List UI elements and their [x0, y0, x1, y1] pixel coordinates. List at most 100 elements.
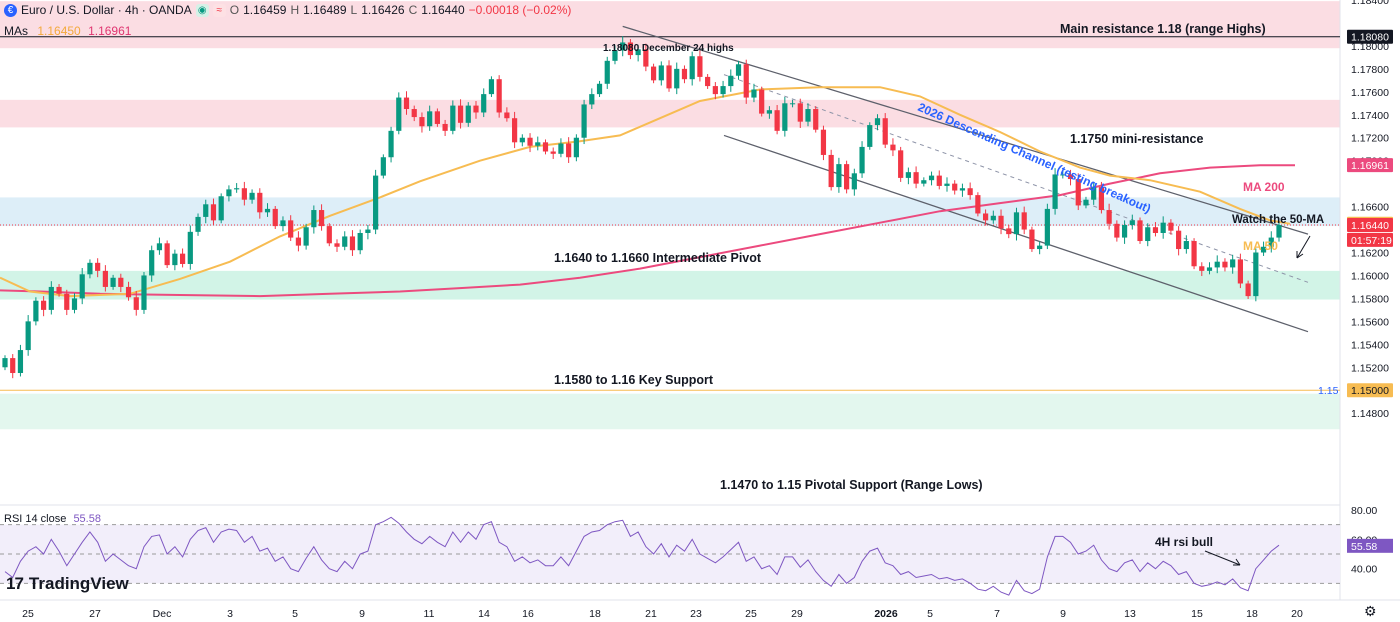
time-tick-label: 15: [1191, 608, 1203, 620]
rsi-tick-label: 40.00: [1351, 564, 1377, 576]
candle-body: [681, 68, 688, 80]
candle-body: [249, 192, 255, 200]
candle-body: [1253, 252, 1259, 297]
candle-body: [851, 173, 857, 190]
candle-body: [442, 123, 448, 131]
candle-body: [118, 277, 124, 287]
ma200-line: [0, 164, 1295, 298]
time-tick-label: 2026: [874, 608, 898, 620]
candle-body: [890, 144, 896, 151]
candle-body: [48, 286, 54, 310]
candle-body: [102, 270, 108, 287]
candle-body: [1083, 199, 1089, 206]
price-badge: 1.15000: [1351, 385, 1389, 397]
ma-legend[interactable]: MAs 1.16450 1.16961: [4, 24, 131, 38]
candle-body: [581, 104, 587, 138]
candle-body: [288, 220, 294, 238]
candle-body: [913, 172, 919, 184]
time-tick-label: 16: [522, 608, 534, 620]
zone-label: 1.1640 to 1.1660 Intermediate Pivot: [554, 251, 762, 265]
candle-body: [179, 253, 186, 264]
symbol-title[interactable]: Euro / U.S. Dollar · 4h · OANDA: [21, 3, 192, 17]
alert-badge-icon[interactable]: ≈: [212, 3, 226, 17]
price-tick-label: 1.15600: [1351, 316, 1389, 328]
candle-body: [550, 151, 556, 154]
candle-body: [898, 150, 904, 178]
eye-badge-icon[interactable]: ◉: [195, 3, 209, 17]
candle-body: [210, 204, 217, 221]
candle-body: [813, 109, 819, 130]
time-tick-label: 29: [791, 608, 803, 620]
rsi-bull-arrow: [1204, 550, 1241, 566]
candle-body: [257, 192, 263, 213]
time-tick-label: 25: [22, 608, 34, 620]
rsi-line: [4, 516, 1280, 596]
candle-body: [488, 79, 495, 95]
time-tick-label: 5: [927, 608, 933, 620]
candle-body: [187, 231, 193, 264]
candle-body: [1245, 283, 1251, 297]
candle-body: [365, 229, 371, 233]
candle-body: [411, 109, 417, 118]
candle-body: [620, 42, 626, 51]
candle-body: [1121, 224, 1128, 238]
candle-body: [195, 216, 201, 232]
candle-body: [959, 188, 966, 191]
candle-body: [928, 175, 935, 181]
candle-body: [844, 164, 850, 190]
candle-body: [782, 103, 788, 131]
time-tick-label: 9: [1060, 608, 1066, 620]
price-badge-bg: [1347, 383, 1393, 398]
candle-body: [272, 208, 278, 227]
rsi-band: [0, 524, 1340, 584]
candle-body: [1168, 222, 1174, 231]
candle-body: [1067, 174, 1074, 180]
candle-body: [743, 64, 749, 98]
candle-body: [303, 227, 309, 246]
candle-body: [751, 89, 757, 98]
ma200-annotation: MA 200: [1243, 180, 1285, 194]
time-tick-label: 18: [1246, 608, 1258, 620]
candle-body: [944, 183, 950, 186]
candle-body: [566, 143, 572, 158]
price-tick-label: 1.18400: [1351, 0, 1389, 7]
rsi-bull-arrowhead: [1233, 558, 1241, 566]
candle-body: [457, 105, 464, 123]
candle-body: [1129, 220, 1135, 225]
candle-body: [434, 111, 440, 124]
candle-body: [342, 236, 348, 247]
price-tick-label: 1.17600: [1351, 87, 1389, 99]
price-tick-label: 1.15200: [1351, 362, 1389, 374]
candle-body: [241, 188, 247, 200]
high-value: 1.16489: [303, 3, 347, 17]
watch-ma50-arrowhead: [1296, 251, 1304, 259]
ma-legend-label: MAs: [4, 24, 28, 38]
candle-body: [542, 142, 549, 152]
candle-body: [697, 56, 703, 77]
candle-body: [203, 204, 209, 217]
candle-body: [905, 172, 911, 178]
candle-body: [512, 118, 518, 143]
candle-body: [1268, 237, 1274, 247]
candle-body: [627, 42, 634, 56]
candle-body: [936, 175, 942, 186]
tradingview-logo-icon: 17: [6, 574, 24, 593]
time-tick-label: 18: [589, 608, 601, 620]
price-tick-label: 1.15800: [1351, 293, 1389, 305]
price-tick-label: 1.14800: [1351, 408, 1389, 420]
candle-body: [1206, 267, 1213, 271]
candle-body: [728, 75, 734, 87]
candle-body: [41, 300, 47, 310]
candle-body: [388, 130, 394, 158]
candle-body: [1098, 187, 1105, 211]
settings-gear-icon[interactable]: ⚙: [1364, 603, 1377, 619]
candle-body: [33, 300, 39, 322]
candle-body: [326, 226, 332, 244]
candle-body: [967, 188, 973, 196]
rsi-legend[interactable]: RSI 14 close 55.58: [4, 513, 101, 525]
zone-label: 1.1750 mini-resistance: [1070, 132, 1203, 146]
candle-body: [789, 103, 796, 105]
candle-body: [79, 274, 85, 299]
